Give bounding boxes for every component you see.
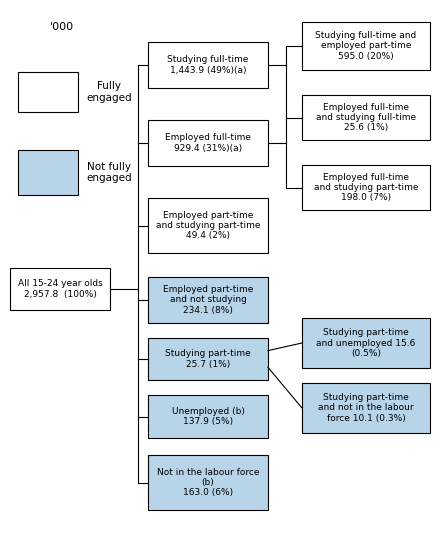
- Text: Employed part-time
and studying part-time
49.4 (2%): Employed part-time and studying part-tim…: [156, 210, 260, 240]
- Text: Employed full-time
and studying full-time
25.6 (1%): Employed full-time and studying full-tim…: [316, 102, 416, 132]
- Text: Fully
engaged: Fully engaged: [86, 81, 131, 103]
- Bar: [10, 268, 110, 310]
- Text: Studying part-time
and unemployed 15.6
(0.5%): Studying part-time and unemployed 15.6 (…: [316, 328, 416, 358]
- Bar: [302, 318, 430, 368]
- Text: Studying full-time and
employed part-time
595.0 (20%): Studying full-time and employed part-tim…: [316, 31, 417, 61]
- Bar: [18, 72, 78, 112]
- Bar: [18, 150, 78, 195]
- Text: Employed part-time
and not studying
234.1 (8%): Employed part-time and not studying 234.…: [163, 285, 253, 315]
- Text: All 15-24 year olds
2,957.8  (100%): All 15-24 year olds 2,957.8 (100%): [17, 279, 102, 299]
- Bar: [148, 455, 268, 510]
- Text: Not in the labour force
(b)
163.0 (6%): Not in the labour force (b) 163.0 (6%): [157, 468, 259, 498]
- Bar: [148, 42, 268, 88]
- Bar: [148, 120, 268, 166]
- Text: Studying full-time
1,443.9 (49%)(a): Studying full-time 1,443.9 (49%)(a): [167, 55, 249, 75]
- Text: Employed full-time
and studying part-time
198.0 (7%): Employed full-time and studying part-tim…: [314, 173, 418, 202]
- Text: '000: '000: [50, 22, 74, 32]
- Text: Studying part-time
and not in the labour
force 10.1 (0.3%): Studying part-time and not in the labour…: [318, 393, 414, 423]
- Bar: [302, 22, 430, 70]
- Text: Studying part-time
25.7 (1%): Studying part-time 25.7 (1%): [165, 349, 251, 369]
- Bar: [148, 277, 268, 323]
- Bar: [148, 338, 268, 380]
- Text: Unemployed (b)
137.9 (5%): Unemployed (b) 137.9 (5%): [172, 407, 245, 426]
- Bar: [148, 198, 268, 253]
- Text: Not fully
engaged: Not fully engaged: [86, 162, 131, 183]
- Bar: [148, 395, 268, 438]
- Bar: [302, 165, 430, 210]
- Bar: [302, 383, 430, 433]
- Text: Employed full-time
929.4 (31%)(a): Employed full-time 929.4 (31%)(a): [165, 134, 251, 153]
- Bar: [302, 95, 430, 140]
